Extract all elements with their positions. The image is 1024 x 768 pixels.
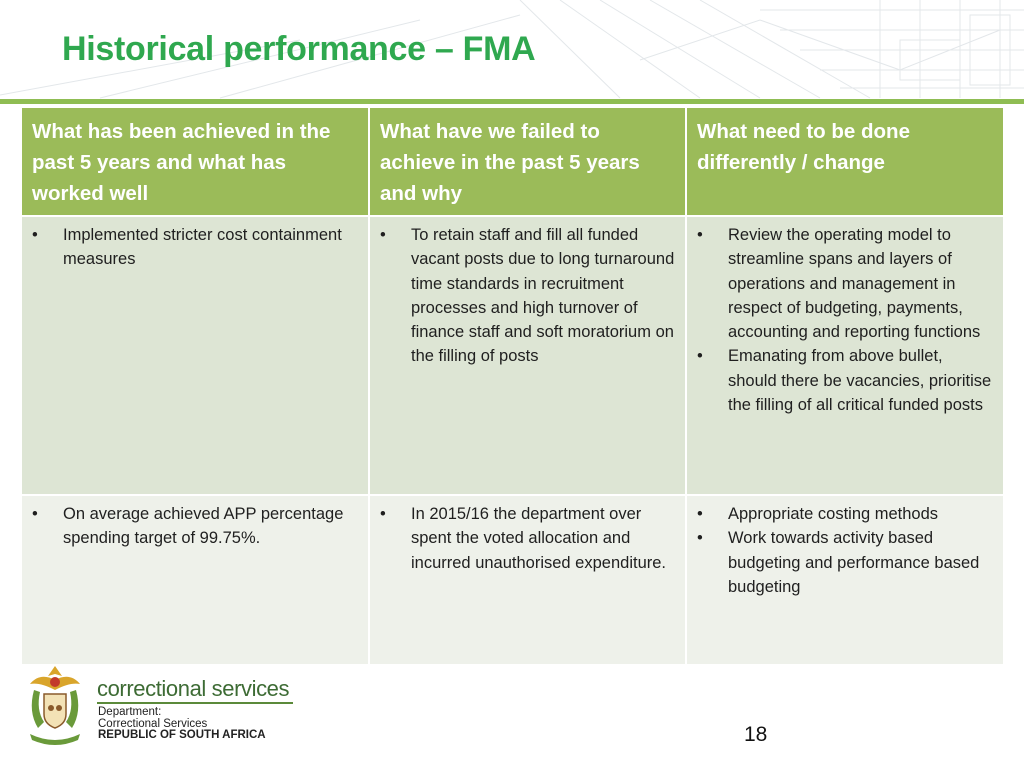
list-item: Work towards activity based budgeting an… bbox=[695, 526, 995, 599]
brand-name: correctional services bbox=[97, 676, 290, 701]
table-row: Implemented stricter cost containment me… bbox=[20, 215, 1005, 496]
department-label: Department: bbox=[98, 706, 162, 718]
table-row: On average achieved APP percentage spend… bbox=[20, 494, 1005, 666]
table-cell: Appropriate costing methods Work towards… bbox=[685, 494, 1005, 666]
table-header-row: What has been achieved in the past 5 yea… bbox=[20, 106, 1005, 217]
list-item: Emanating from above bullet, should ther… bbox=[695, 344, 995, 417]
list-item: To retain staff and fill all funded vaca… bbox=[378, 223, 677, 369]
table-cell: On average achieved APP percentage spend… bbox=[20, 494, 370, 666]
coat-of-arms-icon bbox=[30, 666, 80, 745]
list-item: Review the operating model to streamline… bbox=[695, 223, 995, 344]
table-cell: In 2015/16 the department over spent the… bbox=[368, 494, 687, 666]
header-achieved: What has been achieved in the past 5 yea… bbox=[20, 106, 370, 217]
performance-table: What has been achieved in the past 5 yea… bbox=[20, 106, 1005, 666]
department-name: Correctional Services bbox=[98, 718, 208, 730]
list-item: Implemented stricter cost containment me… bbox=[30, 223, 360, 272]
background-sketch-lines bbox=[0, 0, 1024, 99]
page-number: 18 bbox=[744, 723, 768, 746]
country-name: REPUBLIC OF SOUTH AFRICA bbox=[98, 729, 266, 741]
title-rule bbox=[0, 99, 1024, 104]
table-cell: Implemented stricter cost containment me… bbox=[20, 215, 370, 496]
brand-underline bbox=[97, 702, 293, 704]
list-item: Appropriate costing methods bbox=[695, 502, 995, 527]
header-change: What need to be done differently / chang… bbox=[685, 106, 1005, 217]
table-cell: To retain staff and fill all funded vaca… bbox=[368, 215, 687, 496]
table-cell: Review the operating model to streamline… bbox=[685, 215, 1005, 496]
list-item: On average achieved APP percentage spend… bbox=[30, 502, 360, 551]
list-item: In 2015/16 the department over spent the… bbox=[378, 502, 677, 575]
header-failed: What have we failed to achieve in the pa… bbox=[368, 106, 687, 217]
slide-title: Historical performance – FMA bbox=[62, 30, 536, 68]
